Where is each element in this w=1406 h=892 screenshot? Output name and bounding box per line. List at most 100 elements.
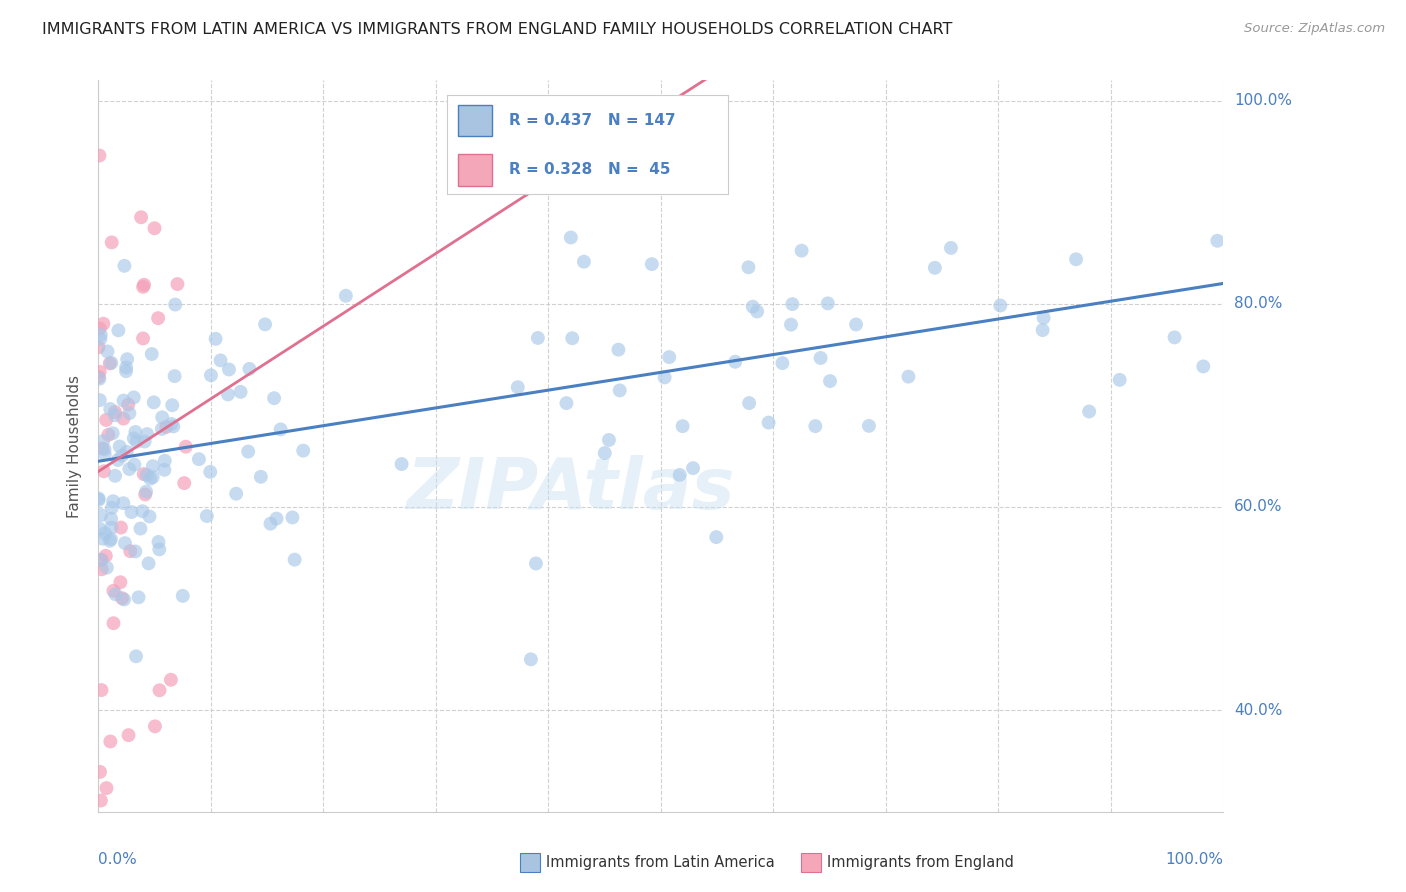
Point (209, 353, 232, 368)
Point (229, 384, 252, 399)
Point (115, 445, 138, 459)
Point (572, 254, 595, 268)
Point (335, 289, 357, 303)
Point (89, 522, 111, 536)
Point (780, 318, 803, 332)
Point (1108, 373, 1130, 387)
Text: 40.0%: 40.0% (1234, 703, 1282, 718)
Point (142, 395, 165, 409)
Point (87, 340, 110, 354)
Point (120, 544, 142, 558)
Point (804, 419, 827, 434)
Point (90, 508, 112, 522)
Point (129, 522, 152, 536)
Point (104, 405, 127, 419)
Point (90, 327, 112, 342)
Point (654, 370, 676, 384)
Point (254, 318, 277, 332)
Point (87, 492, 110, 507)
Point (155, 420, 177, 434)
Point (90, 553, 112, 567)
Point (770, 356, 793, 370)
Point (561, 331, 583, 345)
Point (118, 462, 141, 476)
Point (98, 533, 121, 548)
Text: IMMIGRANTS FROM LATIN AMERICA VS IMMIGRANTS FROM ENGLAND FAMILY HOUSEHOLDS CORRE: IMMIGRANTS FROM LATIN AMERICA VS IMMIGRA… (42, 22, 952, 37)
Point (724, 355, 747, 369)
Point (166, 277, 188, 291)
Point (150, 422, 173, 436)
Point (97, 427, 120, 442)
Point (90, 793, 112, 807)
Point (1192, 359, 1215, 374)
Point (128, 591, 150, 605)
Point (94, 549, 117, 563)
Point (284, 552, 307, 566)
Point (125, 434, 148, 449)
Point (172, 589, 194, 603)
Text: Source: ZipAtlas.com: Source: ZipAtlas.com (1244, 22, 1385, 36)
Point (672, 419, 695, 434)
Point (96, 781, 118, 796)
Point (143, 221, 166, 235)
Point (108, 440, 131, 454)
Point (195, 508, 218, 523)
Point (132, 331, 155, 345)
Point (593, 446, 616, 460)
Point (107, 453, 129, 467)
Point (112, 411, 135, 425)
Point (141, 347, 163, 361)
Point (124, 544, 146, 558)
Point (163, 369, 186, 384)
Point (101, 494, 124, 508)
Point (100, 356, 122, 370)
Point (111, 449, 134, 463)
Point (104, 409, 127, 423)
Point (939, 241, 962, 255)
Point (259, 516, 281, 531)
Point (520, 652, 543, 666)
Point (1078, 404, 1101, 418)
Point (110, 520, 132, 534)
Point (747, 304, 769, 318)
Point (131, 504, 153, 518)
Point (94, 447, 117, 461)
Point (110, 575, 132, 590)
Point (225, 486, 247, 500)
Point (91, 442, 114, 456)
Point (148, 535, 170, 549)
Point (132, 467, 155, 481)
Point (148, 542, 170, 557)
Point (112, 496, 135, 510)
Point (160, 673, 183, 687)
Point (527, 331, 550, 345)
Point (90, 683, 112, 698)
Point (91, 434, 114, 448)
Point (845, 318, 868, 332)
Point (555, 396, 578, 410)
Point (162, 398, 184, 412)
Point (117, 398, 139, 412)
Point (1064, 252, 1087, 267)
Y-axis label: Family Households: Family Households (67, 375, 83, 517)
Point (658, 350, 681, 364)
Point (1206, 234, 1229, 248)
Point (115, 352, 138, 367)
Point (598, 433, 620, 447)
Point (524, 557, 547, 571)
Point (104, 468, 127, 483)
Point (162, 419, 184, 434)
Point (238, 362, 260, 376)
Point (737, 260, 759, 275)
Point (858, 418, 880, 433)
Point (165, 297, 187, 311)
Point (139, 472, 162, 486)
Point (96, 560, 118, 574)
Point (142, 459, 165, 474)
Point (292, 443, 315, 458)
Point (217, 387, 239, 401)
Point (90, 553, 112, 567)
Point (89, 321, 111, 335)
Point (238, 444, 260, 458)
Point (135, 467, 157, 482)
